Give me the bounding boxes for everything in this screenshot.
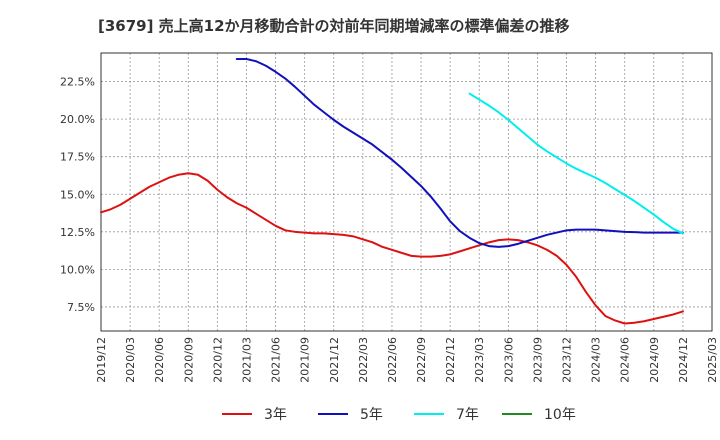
x-tick-label: 2021/06 xyxy=(270,337,283,383)
chart-title: [3679] 売上高12か月移動合計の対前年同期増減率の標準偏差の推移 xyxy=(98,17,570,35)
legend: 3年 5年 7年 10年 xyxy=(222,407,576,423)
series-line-3 xyxy=(468,92,684,235)
plot-frame xyxy=(100,52,713,332)
y-tick-label: 10.0% xyxy=(60,263,95,276)
y-tick-label: 12.5% xyxy=(60,226,95,239)
x-tick-label: 2023/12 xyxy=(561,337,574,383)
legend-label: 5年 xyxy=(360,407,383,423)
x-tick-label: 2024/09 xyxy=(648,337,661,383)
x-tick-label: 2019/12 xyxy=(95,337,108,383)
y-tick-label: 7.5% xyxy=(67,301,95,314)
legend-label: 10年 xyxy=(544,407,576,423)
series-line-2 xyxy=(235,58,684,248)
y-tick-label: 22.5% xyxy=(60,76,95,89)
grid xyxy=(100,53,713,331)
x-axis-ticks: 2019/12 2020/03 2020/06 2020/09 2020/12 2021/… xyxy=(95,337,719,383)
x-tick-label: 2025/03 xyxy=(706,337,719,383)
y-tick-label: 17.5% xyxy=(60,151,95,164)
x-tick-label: 2021/09 xyxy=(299,337,312,383)
x-tick-label: 2020/03 xyxy=(124,337,137,383)
legend-label: 7年 xyxy=(456,407,479,423)
x-tick-label: 2024/06 xyxy=(619,337,632,383)
y-tick-label: 15.0% xyxy=(60,188,95,201)
legend-label: 3年 xyxy=(264,407,287,423)
x-tick-label: 2023/09 xyxy=(531,337,544,383)
x-tick-label: 2024/03 xyxy=(590,337,603,383)
x-tick-label: 2021/03 xyxy=(240,337,253,383)
series-line-1 xyxy=(100,172,684,325)
x-tick-label: 2022/03 xyxy=(357,337,370,383)
y-axis-ticks: 7.5% 10.0% 12.5% 15.0% 17.5% 20.0% 22.5% xyxy=(60,76,95,314)
x-tick-label: 2023/06 xyxy=(502,337,515,383)
x-tick-label: 2024/12 xyxy=(677,337,690,383)
x-tick-label: 2020/12 xyxy=(211,337,224,383)
x-tick-label: 2020/09 xyxy=(182,337,195,383)
series-lines xyxy=(100,58,684,325)
x-tick-label: 2022/06 xyxy=(386,337,399,383)
x-tick-label: 2022/09 xyxy=(415,337,428,383)
y-tick-label: 20.0% xyxy=(60,113,95,126)
x-tick-label: 2022/12 xyxy=(444,337,457,383)
x-tick-label: 2021/12 xyxy=(328,337,341,383)
x-tick-label: 2023/03 xyxy=(473,337,486,383)
x-tick-label: 2020/06 xyxy=(153,337,166,383)
